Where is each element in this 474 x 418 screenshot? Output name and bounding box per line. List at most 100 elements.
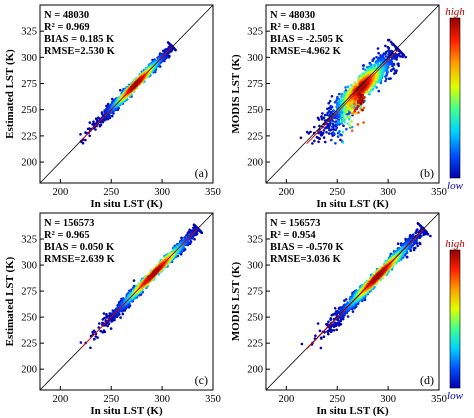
y-tick-label: 325 xyxy=(247,27,263,38)
scatter-point xyxy=(350,84,353,87)
scatter-point xyxy=(88,134,91,138)
scatter-point xyxy=(132,286,135,290)
scatter-point xyxy=(313,125,316,129)
scatter-point xyxy=(188,231,191,234)
scatter-point xyxy=(412,247,416,250)
scatter-point xyxy=(404,55,408,59)
scatter-point xyxy=(320,117,324,121)
scatter-point xyxy=(326,122,330,126)
scatter-point xyxy=(89,346,92,350)
scatter-point xyxy=(339,138,342,142)
scatter-point xyxy=(327,332,330,336)
scatter-point xyxy=(346,122,350,125)
scatter-point xyxy=(340,92,344,96)
scatter-point xyxy=(396,62,400,66)
scatter-point xyxy=(354,97,358,101)
y-tick-label: 225 xyxy=(247,131,263,142)
stat-line: R² = 0.881 xyxy=(270,22,316,33)
scatter-point xyxy=(387,38,391,42)
y-tick-label: 300 xyxy=(21,53,37,64)
scatter-point xyxy=(94,335,98,338)
scatter-point xyxy=(409,248,412,252)
scatter-point xyxy=(345,127,348,131)
x-tick-label: 350 xyxy=(205,394,221,405)
scatter-point xyxy=(384,75,387,78)
scatter-point xyxy=(422,233,425,237)
stat-line: RMSE=2.530 K xyxy=(44,46,116,57)
y-tick-label: 200 xyxy=(21,365,37,376)
scatter-point xyxy=(307,132,311,135)
scatter-point xyxy=(341,141,345,144)
scatter-point xyxy=(102,312,106,315)
scatter-point xyxy=(353,109,357,112)
scatter-point xyxy=(328,100,332,103)
y-axis-label: MODIS LST (K) xyxy=(230,54,242,134)
scatter-point xyxy=(300,342,304,346)
scatter-point xyxy=(346,107,350,111)
scatter-point xyxy=(132,279,136,282)
scatter-point xyxy=(330,105,334,109)
scatter-point xyxy=(362,67,365,70)
scatter-point xyxy=(319,346,323,350)
scatter-point xyxy=(79,341,83,344)
scatter-point xyxy=(321,131,325,135)
scatter-point xyxy=(330,95,334,98)
scatter-point xyxy=(429,234,432,238)
scatter-point xyxy=(94,128,97,131)
scatter-point xyxy=(106,102,110,106)
scatter-points-c xyxy=(79,223,204,350)
y-tick-label: 200 xyxy=(21,158,37,169)
scatter-point xyxy=(321,112,324,115)
scatter-point xyxy=(318,124,321,128)
scatter-point xyxy=(334,128,338,132)
scatter-point xyxy=(309,130,312,134)
x-axis-label: In situ LST (K) xyxy=(90,405,163,417)
scatter-point xyxy=(333,321,337,325)
scatter-point xyxy=(415,229,418,232)
scatter-point xyxy=(340,95,343,99)
scatter-point xyxy=(327,102,331,105)
scatter-point xyxy=(327,127,330,130)
y-tick-label: 275 xyxy=(247,79,263,90)
panel-letter: (c) xyxy=(195,373,208,387)
scatter-point xyxy=(389,252,393,256)
x-tick-label: 350 xyxy=(431,187,447,198)
fit-line xyxy=(80,46,173,142)
y-tick-label: 200 xyxy=(247,158,263,169)
scatter-point xyxy=(337,97,341,101)
scatter-point xyxy=(338,101,341,104)
scatter-point xyxy=(328,122,332,125)
scatter-point xyxy=(387,46,391,50)
scatter-point xyxy=(393,72,396,75)
scatter-point xyxy=(102,329,106,332)
scatter-point xyxy=(84,131,88,135)
plot-frame xyxy=(39,4,214,184)
stat-line: N = 48030 xyxy=(270,10,315,21)
x-tick-label: 200 xyxy=(278,187,294,198)
scatter-point xyxy=(323,140,327,144)
stat-line: BIAS = 0.050 K xyxy=(44,242,115,253)
stat-line: RMSE=4.962 K xyxy=(270,46,342,57)
scatter-point xyxy=(349,109,353,112)
x-axis-label: In situ LST (K) xyxy=(316,198,389,210)
scatter-point xyxy=(362,64,366,67)
stat-line: R² = 0.965 xyxy=(44,230,90,241)
scatter-point xyxy=(326,330,329,333)
scatter-point xyxy=(322,116,326,119)
scatter-point xyxy=(343,121,347,124)
fit-line xyxy=(80,228,199,349)
scatter-point xyxy=(97,326,100,329)
scatter-point xyxy=(418,241,422,245)
scatter-point xyxy=(331,125,334,128)
scatter-point xyxy=(359,98,362,101)
scatter-point xyxy=(337,120,340,123)
scatter-point xyxy=(333,133,336,136)
x-tick-label: 250 xyxy=(329,187,345,198)
scatter-point xyxy=(325,131,328,134)
stat-line: BIAS = 0.185 K xyxy=(44,34,115,45)
scatter-point xyxy=(325,125,329,128)
scatter-point xyxy=(103,316,106,320)
